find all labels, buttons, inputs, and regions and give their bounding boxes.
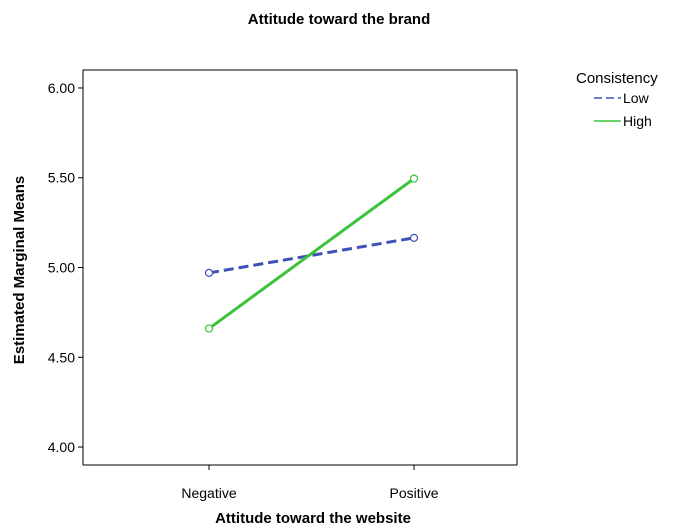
data-point-low	[411, 234, 418, 241]
legend: Consistency Low High	[576, 70, 658, 129]
legend-title: Consistency	[576, 70, 658, 87]
x-axis: Negative Positive	[181, 465, 438, 501]
series-line-high	[209, 179, 414, 329]
series-layer	[206, 175, 418, 332]
y-tick-label: 4.50	[48, 349, 75, 365]
x-tick-label: Negative	[181, 485, 236, 501]
y-tick-label: 5.00	[48, 260, 75, 276]
chart-title: Attitude toward the brand	[248, 11, 431, 28]
x-axis-title: Attitude toward the website	[215, 510, 411, 527]
data-point-high	[411, 175, 418, 182]
legend-label-low: Low	[623, 90, 650, 106]
legend-label-high: High	[623, 113, 652, 129]
data-point-low	[206, 269, 213, 276]
y-tick-label: 4.00	[48, 439, 75, 455]
x-tick-label: Positive	[389, 485, 438, 501]
y-tick-label: 6.00	[48, 80, 75, 96]
y-axis: 4.00 4.50 5.00 5.50 6.00	[48, 80, 83, 455]
y-tick-label: 5.50	[48, 170, 75, 186]
data-point-high	[206, 325, 213, 332]
y-axis-title: Estimated Marginal Means	[11, 176, 28, 364]
plot-frame	[83, 70, 517, 465]
